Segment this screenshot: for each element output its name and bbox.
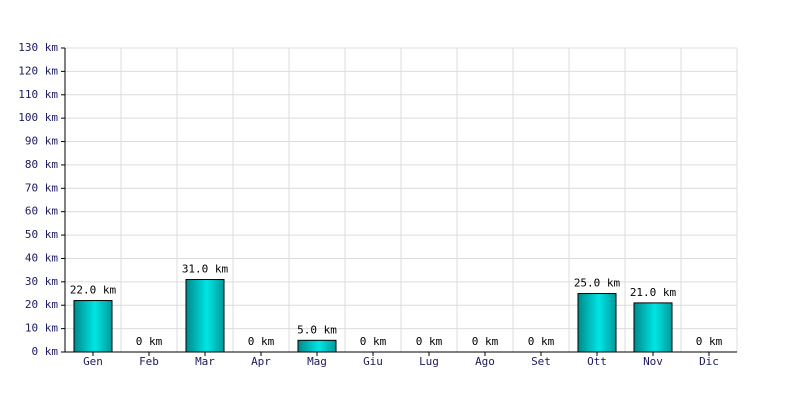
y-tick-label: 10 km — [25, 322, 58, 335]
value-label: 31.0 km — [182, 263, 229, 276]
y-tick-label: 0 km — [32, 345, 59, 358]
y-tick-label: 90 km — [25, 135, 58, 148]
x-tick-label: Dic — [699, 355, 719, 368]
y-tick-label: 60 km — [25, 205, 58, 218]
x-tick-label: Lug — [419, 355, 439, 368]
x-tick-label: Nov — [643, 355, 663, 368]
y-tick-label: 120 km — [18, 64, 58, 77]
value-label: 0 km — [136, 335, 163, 348]
y-tick-label: 70 km — [25, 181, 58, 194]
value-label: 0 km — [416, 335, 443, 348]
value-label: 0 km — [696, 335, 723, 348]
y-tick-label: 80 km — [25, 158, 58, 171]
value-label: 0 km — [528, 335, 555, 348]
y-tick-label: 100 km — [18, 111, 58, 124]
x-tick-label: Set — [531, 355, 551, 368]
y-tick-label: 110 km — [18, 88, 58, 101]
y-tick-label: 130 km — [18, 41, 58, 54]
x-tick-label: Feb — [139, 355, 159, 368]
y-tick-label: 20 km — [25, 298, 58, 311]
x-tick-label: Ott — [587, 355, 607, 368]
value-label: 0 km — [472, 335, 499, 348]
value-label: 25.0 km — [574, 277, 621, 290]
y-tick-label: 40 km — [25, 251, 58, 264]
x-tick-label: Apr — [251, 355, 271, 368]
x-tick-label: Mag — [307, 355, 327, 368]
x-tick-label: Giu — [363, 355, 383, 368]
value-label: 22.0 km — [70, 284, 117, 297]
y-tick-label: 30 km — [25, 275, 58, 288]
x-tick-label: Ago — [475, 355, 495, 368]
bar — [185, 279, 225, 353]
bar — [297, 339, 337, 353]
x-tick-label: Gen — [83, 355, 103, 368]
bar — [633, 302, 673, 353]
value-label: 21.0 km — [630, 286, 677, 299]
value-label: 0 km — [360, 335, 387, 348]
bar — [577, 293, 617, 353]
y-tick-label: 50 km — [25, 228, 58, 241]
x-tick-label: Mar — [195, 355, 215, 368]
bar — [73, 300, 113, 353]
value-label: 0 km — [248, 335, 275, 348]
value-label: 5.0 km — [297, 323, 337, 336]
